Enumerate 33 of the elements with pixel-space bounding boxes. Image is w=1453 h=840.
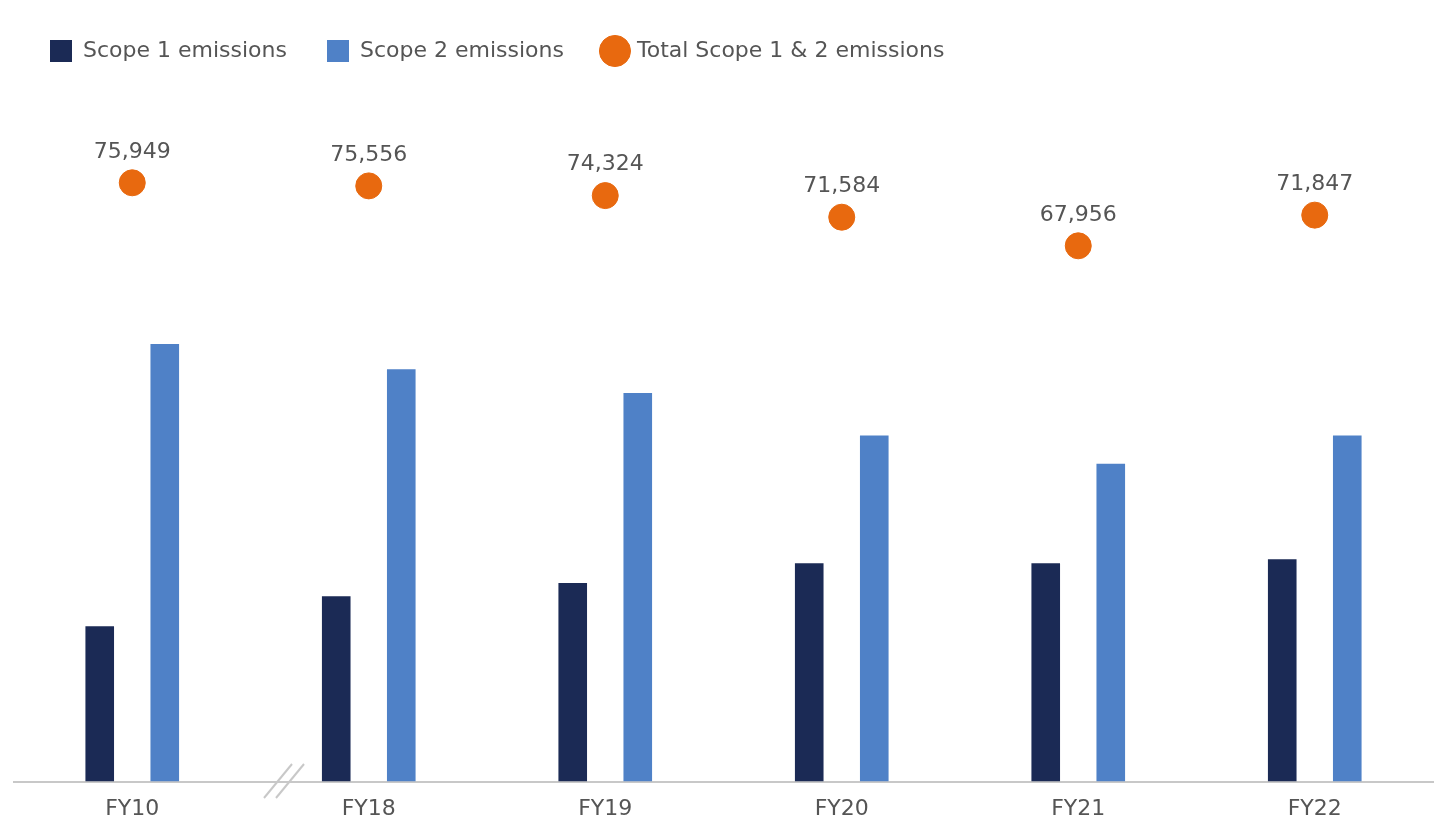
bar	[1096, 463, 1126, 782]
bar	[1031, 563, 1061, 782]
x-tick-label: FY20	[814, 794, 869, 820]
point	[1301, 201, 1329, 229]
data-label: 75,556	[330, 140, 408, 166]
bar	[321, 596, 351, 782]
point	[355, 172, 383, 200]
x-tick-label: FY19	[578, 794, 633, 820]
bar	[1332, 435, 1362, 782]
data-label: 74,324	[566, 150, 644, 176]
bar	[150, 344, 180, 782]
point	[1064, 232, 1092, 260]
x-tick-label: FY18	[341, 794, 396, 820]
point	[118, 169, 146, 197]
bar	[859, 435, 889, 782]
legend-label: Scope 1 emissions	[83, 36, 287, 62]
legend-label: Scope 2 emissions	[359, 36, 564, 62]
bar	[794, 563, 824, 782]
bar	[558, 582, 588, 782]
data-label: 71,584	[803, 171, 881, 197]
x-tick-label: FY22	[1287, 794, 1342, 820]
legend-label: Total Scope 1 & 2 emissions	[635, 36, 945, 62]
bar	[1267, 559, 1297, 782]
x-tick-label: FY10	[105, 794, 160, 820]
data-label: 67,956	[1039, 200, 1117, 226]
point	[828, 203, 856, 231]
data-label: 75,949	[93, 137, 171, 163]
x-tick-label: FY21	[1051, 794, 1106, 820]
bar	[623, 392, 653, 782]
bar	[386, 369, 416, 782]
point	[591, 182, 619, 210]
bar	[85, 626, 115, 782]
data-label: 71,847	[1276, 169, 1354, 195]
